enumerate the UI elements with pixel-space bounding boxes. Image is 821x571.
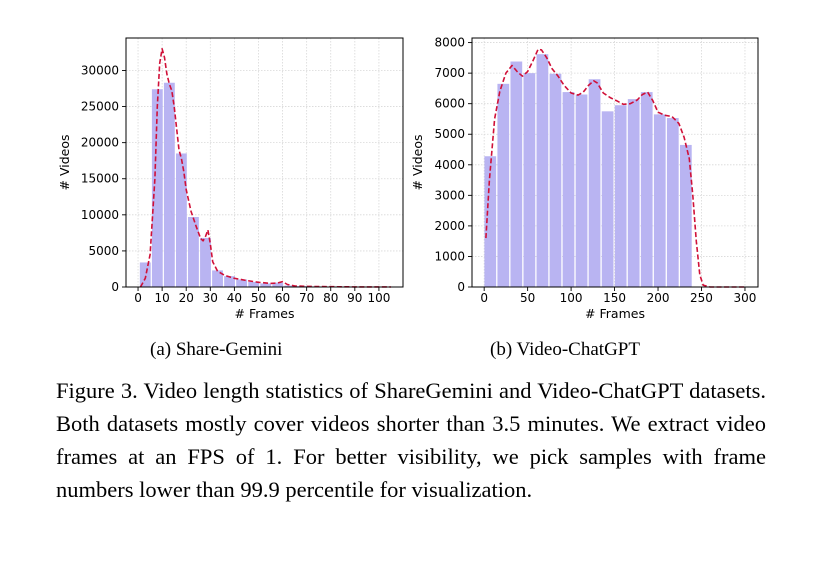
- histogram-bar-2: [151, 89, 163, 288]
- x-tick-label: 40: [227, 291, 242, 305]
- figure-charts: 0 10 20 30 40 50 60 70 80 90 100050001000015000200…: [57, 36, 759, 321]
- y-tick-label: 15000: [81, 172, 119, 186]
- histogram-bar-1: [484, 156, 497, 287]
- x-axis-label: # Frames: [235, 306, 295, 321]
- histogram-bar-13: [640, 92, 653, 287]
- y-tick-label: 10000: [81, 208, 119, 222]
- histogram-bar-1: [139, 262, 151, 287]
- subcaption-video-chatgpt: (b) Video-ChatGPT: [490, 339, 640, 360]
- x-tick-label: 70: [299, 291, 314, 305]
- histogram-bar-9: [588, 79, 601, 288]
- density-curve: [485, 48, 745, 288]
- y-axis-label: # Videos: [57, 135, 72, 191]
- histogram-bar-9: [236, 279, 248, 287]
- x-tick-label: 0: [134, 291, 142, 305]
- x-tick-label: 250: [690, 291, 713, 305]
- y-tick-label: 25000: [81, 100, 119, 114]
- histogram-bar-10: [601, 111, 614, 287]
- histogram-bar-3: [163, 82, 175, 287]
- histogram-bar-5: [188, 216, 199, 287]
- histogram-bar-8: [575, 94, 588, 287]
- x-tick-label: 200: [647, 291, 670, 305]
- histogram-bar-16: [679, 144, 692, 287]
- y-tick-label: 4000: [434, 158, 465, 172]
- x-tick-label: 50: [251, 291, 266, 305]
- x-tick-label: 100: [367, 291, 390, 305]
- chart-video-chatgpt: 0 50 100 150 200 250 3000100020003000400050006…: [410, 36, 759, 321]
- y-tick-label: 1000: [434, 249, 465, 263]
- histogram-bar-15: [666, 118, 679, 287]
- histogram-bar-7: [212, 270, 223, 287]
- x-tick-label: 80: [323, 291, 338, 305]
- y-tick-label: 2000: [434, 219, 465, 233]
- y-tick-label: 6000: [434, 97, 465, 111]
- y-tick-label: 20000: [81, 136, 119, 150]
- histogram-bar-7: [562, 92, 575, 287]
- subcaption-share-gemini: (a) Share-Gemini: [150, 339, 283, 360]
- histogram-bar-13: [284, 285, 296, 287]
- x-tick-label: 300: [734, 291, 757, 305]
- histogram-bar-5: [536, 54, 549, 287]
- figure-caption: Figure 3. Video length statistics of Sha…: [56, 378, 766, 502]
- y-tick-label: 8000: [434, 36, 465, 50]
- y-tick-label: 30000: [81, 63, 119, 77]
- histogram-bar-11: [260, 283, 272, 287]
- histogram-bar-2: [497, 83, 510, 288]
- histogram-bar-4: [175, 153, 187, 287]
- y-tick-label: 0: [111, 280, 119, 294]
- y-tick-label: 7000: [434, 66, 465, 80]
- y-axis-label: # Videos: [410, 135, 425, 191]
- x-tick-label: 20: [179, 291, 194, 305]
- histogram-bar-11: [614, 105, 627, 287]
- histogram-bar-10: [248, 281, 260, 287]
- chart-share-gemini: 0 10 20 30 40 50 60 70 80 90 100 0 5000 10000 15000 200…: [57, 37, 404, 321]
- histogram-bar-6: [200, 237, 211, 287]
- x-tick-label: 50: [520, 291, 535, 305]
- y-tick-label: 5000: [434, 127, 465, 141]
- y-tick-label: 0: [457, 280, 465, 294]
- y-tick-label: 3000: [434, 188, 465, 202]
- histogram-bar-12: [627, 99, 640, 287]
- x-tick-label: 150: [603, 291, 626, 305]
- x-tick-label: 90: [347, 291, 362, 305]
- x-tick-label: 30: [203, 291, 218, 305]
- histogram-bar-3: [510, 61, 523, 288]
- density-curve: [139, 47, 392, 288]
- histogram-bar-6: [549, 73, 562, 288]
- x-axis-label: # Frames: [585, 306, 645, 321]
- histogram-bar-4: [523, 73, 536, 287]
- histogram-bar-12: [272, 282, 284, 287]
- x-tick-label: 100: [560, 291, 583, 305]
- histogram-bar-14: [653, 114, 666, 287]
- x-tick-label: 60: [275, 291, 290, 305]
- axes-frame: [125, 37, 404, 288]
- x-tick-label: 0: [480, 291, 488, 305]
- x-tick-label: 10: [154, 291, 169, 305]
- y-tick-label: 5000: [88, 244, 119, 258]
- histogram-bar-8: [224, 276, 235, 287]
